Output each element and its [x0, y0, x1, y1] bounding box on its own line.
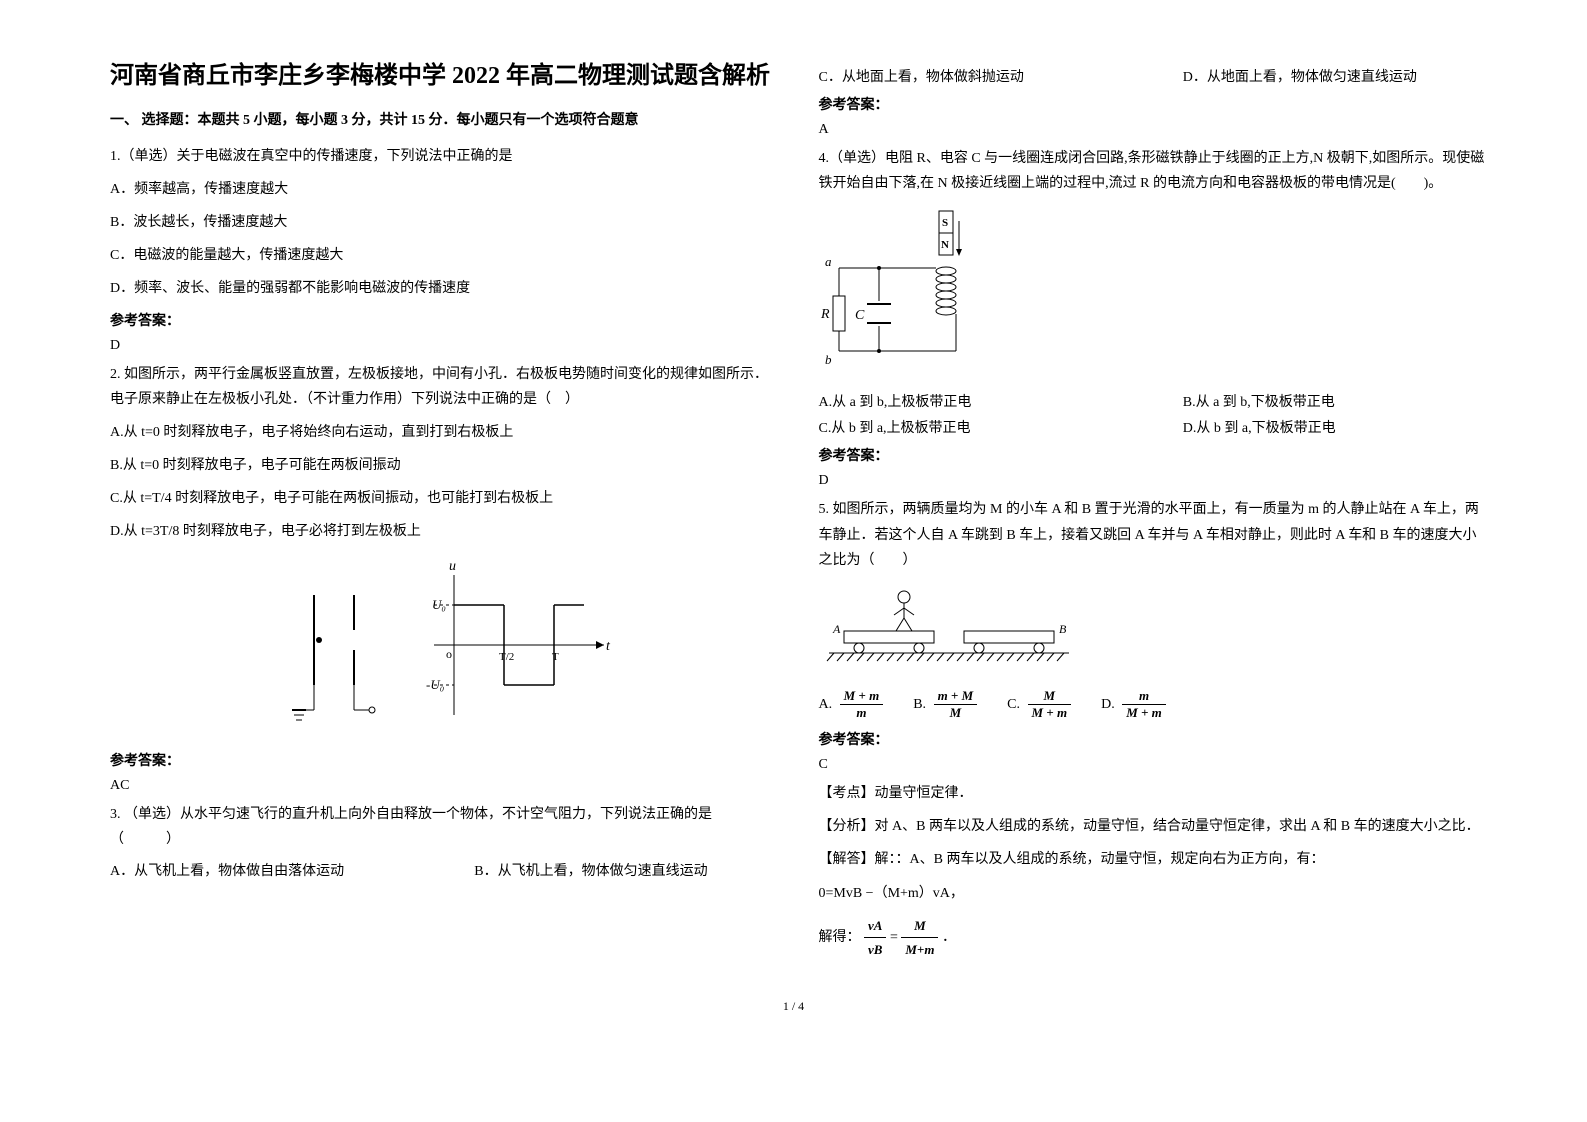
- neg-u0-label: -U₀: [426, 677, 444, 692]
- svg-text:a: a: [825, 254, 832, 269]
- q5-eq2: 解得： vAvB = MM+m ．: [819, 914, 1488, 962]
- svg-text:A: A: [832, 622, 841, 636]
- right-column: C．从地面上看，物体做斜抛运动 D．从地面上看，物体做匀速直线运动 参考答案： …: [799, 60, 1508, 969]
- q5-fenxi: 【分析】对 A、B 两车以及人组成的系统，动量守恒，结合动量守恒定律，求出 A …: [819, 814, 1488, 839]
- svg-text:N: N: [941, 239, 949, 251]
- page-title: 河南省商丘市李庄乡李梅楼中学 2022 年高二物理测试题含解析: [110, 60, 779, 94]
- svg-text:R: R: [820, 307, 830, 322]
- q1-opt-b: B．波长越长，传播速度越大: [110, 210, 779, 235]
- q2-opt-d: D.从 t=3T/8 时刻释放电子，电子必将打到左极板上: [110, 519, 779, 544]
- q1-answer: D: [110, 338, 779, 354]
- q4-stem: 4.（单选）电阻 R、电容 C 与一线圈连成闭合回路,条形磁铁静止于线圈的正上方…: [819, 146, 1488, 196]
- q5-opt-a-lbl: A.: [819, 697, 833, 712]
- q5-options: A. M + mm B. m + MM C. MM + m D. mM + m: [819, 688, 1488, 721]
- q5-jieda: 【解答】解：：A、B 两车以及人组成的系统，动量守恒，规定向右为正方向，有：: [819, 847, 1488, 872]
- q1-opt-c: C．电磁波的能量越大，传播速度越大: [110, 243, 779, 268]
- q3-opt-a: A．从飞机上看，物体做自由落体运动: [110, 860, 414, 880]
- q2-opt-b: B.从 t=0 时刻释放电子，电子可能在两板间振动: [110, 453, 779, 478]
- q2-opt-a: A.从 t=0 时刻释放电子，电子将始终向右运动，直到打到右极板上: [110, 420, 779, 445]
- q3-answer: A: [819, 122, 1488, 138]
- t-label: t: [606, 639, 611, 654]
- q4-opt-a: A.从 a 到 b,上极板带正电: [819, 391, 1123, 411]
- q2-stem: 2. 如图所示，两平行金属板竖直放置，左极板接地，中间有小孔．右极板电势随时间变…: [110, 362, 779, 412]
- q4-answer: D: [819, 473, 1488, 489]
- q2-answer-label: 参考答案：: [110, 750, 779, 770]
- svg-text:S: S: [942, 217, 948, 229]
- q1-stem: 1.（单选）关于电磁波在真空中的传播速度，下列说法中正确的是: [110, 144, 779, 169]
- q4-answer-label: 参考答案：: [819, 445, 1488, 465]
- q5-kaodian: 【考点】动量守恒定律．: [819, 781, 1488, 806]
- page-footer: 1 / 4: [0, 989, 1587, 1044]
- t2-label: T/2: [499, 651, 514, 663]
- q1-opt-a: A．频率越高，传播速度越大: [110, 177, 779, 202]
- q5-figure: A B: [819, 583, 1488, 678]
- u-label: u: [449, 559, 456, 574]
- q5-answer-label: 参考答案：: [819, 729, 1488, 749]
- left-column: 河南省商丘市李庄乡李梅楼中学 2022 年高二物理测试题含解析 一、 选择题：本…: [90, 60, 799, 969]
- q1-answer-label: 参考答案：: [110, 310, 779, 330]
- svg-text:b: b: [825, 352, 832, 367]
- q3-answer-label: 参考答案：: [819, 94, 1488, 114]
- svg-text:C: C: [855, 308, 865, 323]
- q5-stem: 5. 如图所示，两辆质量均为 M 的小车 A 和 B 置于光滑的水平面上，有一质…: [819, 497, 1488, 573]
- q3-opt-d: D．从地面上看，物体做匀速直线运动: [1183, 66, 1487, 86]
- q3-opt-c: C．从地面上看，物体做斜抛运动: [819, 66, 1123, 86]
- svg-text:B: B: [1059, 622, 1067, 636]
- q2-opt-c: C.从 t=T/4 时刻释放电子，电子可能在两板间振动，也可能打到右极板上: [110, 486, 779, 511]
- u0-label: U₀: [432, 597, 446, 612]
- q4-opt-c: C.从 b 到 a,上极板带正电: [819, 417, 1123, 437]
- section-heading: 一、 选择题：本题共 5 小题，每小题 3 分，共计 15 分．每小题只有一个选…: [110, 109, 779, 129]
- svg-text:o: o: [446, 647, 452, 661]
- t-tick-label: T: [552, 651, 559, 663]
- q3-stem: 3. （单选）从水平匀速飞行的直升机上向外自由释放一个物体，不计空气阻力，下列说…: [110, 802, 779, 852]
- q5-answer: C: [819, 757, 1488, 773]
- q5-opt-b-lbl: B.: [913, 697, 926, 712]
- q4-figure: S N: [819, 206, 1488, 381]
- q4-opt-b: B.从 a 到 b,下极板带正电: [1183, 391, 1487, 411]
- q2-figure: u t U₀ -U₀ T/2 T o: [110, 555, 779, 740]
- q2-answer: AC: [110, 778, 779, 794]
- q5-opt-c-lbl: C.: [1007, 697, 1020, 712]
- q3-opt-b: B．从飞机上看，物体做匀速直线运动: [474, 860, 778, 880]
- q1-opt-d: D．频率、波长、能量的强弱都不能影响电磁波的传播速度: [110, 276, 779, 301]
- q5-opt-d-lbl: D.: [1101, 697, 1115, 712]
- q4-opt-d: D.从 b 到 a,下极板带正电: [1183, 417, 1487, 437]
- q5-eq1: 0=MvB −（M+m）vA，: [819, 881, 1488, 906]
